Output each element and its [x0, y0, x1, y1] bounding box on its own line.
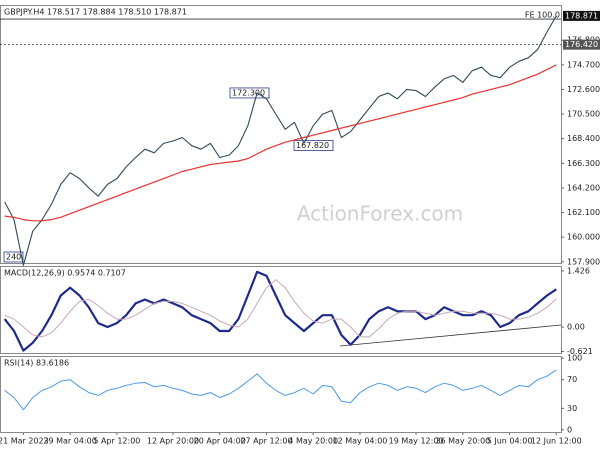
x-tick-label: 26 May 20:00 — [435, 437, 490, 446]
y-tick-label: -0.621 — [567, 347, 593, 356]
series-line — [4, 15, 557, 266]
y-tick-label: 0 — [567, 425, 572, 434]
panel-border — [0, 5, 562, 264]
x-tick-label: 5 Jun 04:00 — [487, 437, 533, 446]
x-tick-label: 21 Mar 2023 — [0, 437, 49, 446]
y-tick-label: 157.900 — [567, 257, 600, 266]
x-tick-label: 29 Mar 04:00 — [43, 437, 96, 446]
y-tick-label: 0.00 — [567, 323, 585, 332]
y-tick-label: 174.700 — [567, 60, 600, 69]
annotation-box — [229, 87, 270, 99]
level-label: 176.420 — [565, 40, 598, 49]
last-price-box — [563, 10, 600, 21]
y-tick-label: 100 — [567, 354, 582, 363]
annotation-box — [3, 251, 24, 263]
y-tick-label: 164.200 — [567, 183, 600, 192]
series-line — [4, 369, 557, 411]
x-tick-label: 27 Apr 12:00 — [240, 437, 292, 446]
last-price-label: 178.871 — [565, 11, 598, 20]
annotation-label: 240 — [6, 253, 21, 262]
y-tick-label: 172.600 — [567, 85, 600, 94]
y-tick-label: 168.400 — [567, 134, 600, 143]
x-tick-label: 19 May 12:00 — [389, 437, 444, 446]
panel-title: RSI(14) 83.6186 — [4, 359, 69, 368]
x-tick-label: 12 Apr 20:00 — [147, 437, 199, 446]
annotation-label: 167.820 — [296, 141, 329, 150]
y-tick-label: 166.300 — [567, 159, 600, 168]
series-line — [3, 270, 557, 352]
x-tick-label: 12 Jun 12:00 — [531, 437, 582, 446]
annotation-label: 172.300 — [232, 88, 265, 97]
y-tick-label: 162.100 — [567, 208, 600, 217]
y-tick-label: 30 — [567, 404, 577, 413]
panel-title: MACD(12,26,9) 0.9574 0.7107 — [4, 269, 126, 278]
x-tick-label: 12 May 04:00 — [333, 437, 388, 446]
level-box — [563, 39, 600, 50]
level-label: FE 100.0 — [525, 11, 560, 20]
series-line — [4, 279, 557, 338]
x-tick-label: 5 Apr 12:00 — [93, 437, 140, 446]
y-tick-label: 70 — [567, 375, 577, 384]
y-tick-label: 1.426 — [567, 266, 590, 275]
x-tick-label: 20 Apr 04:00 — [194, 437, 246, 446]
trend-line — [339, 324, 562, 347]
annotation-box — [293, 140, 334, 151]
series-line — [4, 64, 557, 222]
panel-border — [0, 356, 562, 433]
x-tick-label: 4 May 20:00 — [288, 437, 338, 446]
y-tick-label: 160.000 — [567, 233, 600, 242]
panel-title: GBPJPY.H4 178.517 178.884 178.510 178.87… — [4, 8, 187, 17]
panel-border — [0, 266, 562, 354]
watermark: ActionForex.com — [297, 202, 463, 226]
y-tick-label: 170.500 — [567, 110, 600, 119]
